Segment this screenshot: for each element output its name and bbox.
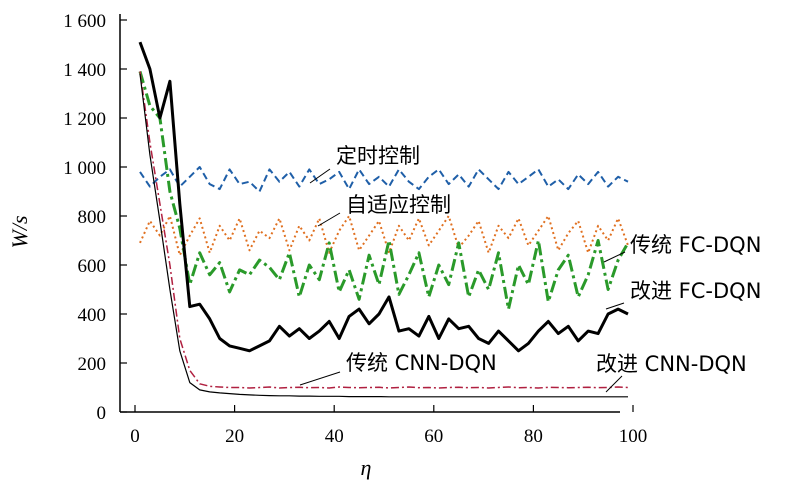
annotation-improved-fc-dqn: 改进 FC-DQN <box>630 279 761 303</box>
annotation-adaptive: 自适应控制 <box>346 193 451 217</box>
series-line-adaptive <box>139 215 629 257</box>
x-tick-label: 60 <box>424 426 443 447</box>
y-tick-label: 0 <box>97 403 107 424</box>
annotations: 定时控制 自适应控制 传统 FC-DQN 改进 FC-DQN 传统 CNN-DQ… <box>299 144 761 393</box>
x-tick-label: 40 <box>325 426 344 447</box>
annotation-traditional-cnn-dqn: 传统 CNN-DQN <box>346 351 497 375</box>
y-tick-label: 400 <box>78 305 107 326</box>
y-tick-label: 1 400 <box>63 60 106 81</box>
x-tick-label: 80 <box>524 426 543 447</box>
leader-line <box>603 251 626 263</box>
y-axis-title: W/s <box>7 216 32 249</box>
x-tick-label: 20 <box>225 426 244 447</box>
series-layer <box>138 41 630 398</box>
series-line-traditional-cnn-dqn <box>139 71 629 389</box>
annotation-traditional-fc-dqn: 传统 FC-DQN <box>630 233 761 257</box>
y-tick-label: 1 600 <box>63 11 106 32</box>
leader-line <box>309 168 331 184</box>
series-line-improved-fc-dqn <box>138 41 629 353</box>
x-tick-label: 100 <box>619 426 648 447</box>
series-line-traditional-fc-dqn <box>138 70 630 311</box>
y-axis-ticks: 0 200 400 600 800 1 000 1 200 1 400 1 600 <box>63 11 127 424</box>
series-line-improved-cnn-dqn <box>139 73 628 398</box>
x-axis-ticks: 0 20 40 60 80 100 <box>130 405 647 447</box>
y-tick-label: 200 <box>78 354 107 375</box>
x-tick-label: 0 <box>130 426 140 447</box>
annotation-fixed-timing: 定时控制 <box>336 144 420 168</box>
plot-area <box>119 14 620 413</box>
series-line-fixed-timing <box>139 166 629 193</box>
leader-line <box>317 212 341 227</box>
annotation-improved-cnn-dqn: 改进 CNN-DQN <box>596 352 747 376</box>
leader-line <box>299 371 341 386</box>
leader-line <box>605 375 623 393</box>
y-tick-label: 1 000 <box>63 158 106 179</box>
y-tick-label: 800 <box>78 207 107 228</box>
x-axis-title: η <box>361 455 372 480</box>
leader-line <box>605 302 625 310</box>
y-tick-label: 1 200 <box>63 109 106 130</box>
y-tick-label: 600 <box>78 256 107 277</box>
